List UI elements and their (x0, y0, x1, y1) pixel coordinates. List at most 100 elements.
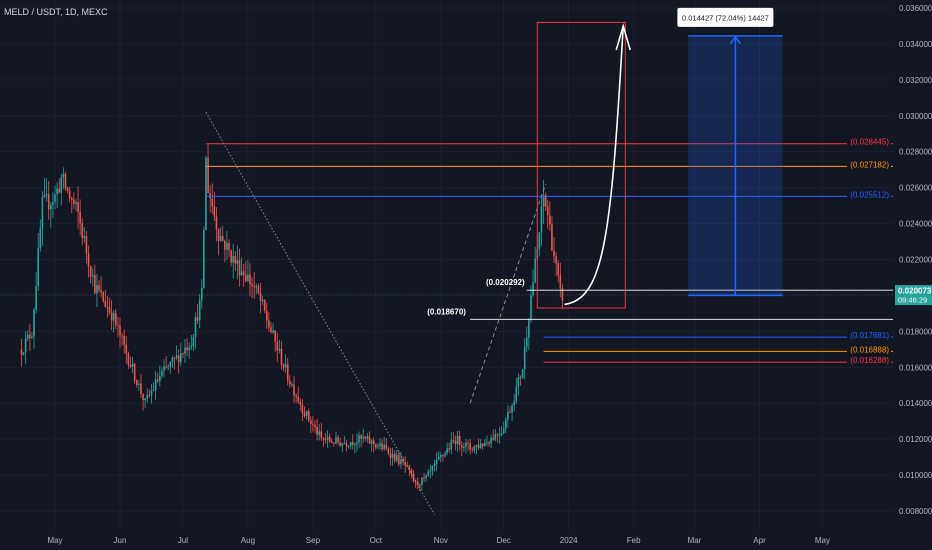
candle-body (305, 410, 308, 416)
candle-body (429, 470, 432, 472)
candle-body (29, 334, 31, 339)
candle-body (341, 443, 344, 446)
candle-body (444, 453, 446, 456)
candle-body (330, 441, 333, 443)
candle-body (486, 442, 488, 444)
x-axis[interactable]: May Jun Jul Aug Sep Oct Nov Dec 2024 Feb Mar Apr May (47, 536, 830, 545)
candle-body (553, 250, 555, 257)
candle-body (129, 364, 132, 368)
candle-body (416, 481, 419, 486)
candle-body (324, 439, 327, 441)
candle-body (505, 419, 507, 429)
candle-body (150, 390, 153, 396)
level-label: (0.025512) (850, 190, 889, 199)
level-label: (0.028445) (850, 138, 889, 147)
candle-body (354, 444, 356, 446)
last-price-bg (895, 285, 932, 306)
y-tick-label: 0.016000 (899, 363, 932, 372)
candle-body (268, 320, 270, 328)
candle-body (379, 443, 381, 446)
candle-body (425, 475, 427, 478)
y-axis[interactable]: 0.036000 0.034000 0.032000 0.030000 0.028000… (899, 4, 932, 516)
candle-body (498, 434, 501, 436)
candle-body (347, 445, 350, 447)
grid (0, 0, 893, 530)
projection-arrowhead (615, 23, 631, 51)
candle-body (546, 206, 549, 216)
x-tick-label: May (815, 536, 830, 545)
candle-body (383, 444, 385, 449)
y-tick-label: 0.034000 (899, 40, 932, 49)
candle-body (230, 250, 232, 263)
y-tick-label: 0.022000 (899, 256, 932, 265)
x-tick-label: Jun (114, 536, 127, 545)
candle-body (435, 459, 438, 464)
candle-body (156, 379, 159, 382)
candle-body (39, 228, 42, 249)
y-tick-label: 0.010000 (899, 471, 932, 480)
candle-body (20, 349, 23, 355)
white-level-label: (0.018670) (427, 307, 466, 316)
candle-body (421, 477, 423, 486)
candle-body (427, 471, 430, 476)
candle-body (64, 173, 67, 189)
candle-body (91, 275, 94, 277)
candle-body (431, 465, 434, 471)
candle-body (224, 240, 226, 250)
candle-body (381, 443, 383, 449)
candle-body (190, 346, 193, 348)
candle-body (475, 445, 478, 447)
candle-body (110, 312, 113, 321)
candle-body (393, 453, 396, 461)
candle-body (326, 436, 329, 441)
y-tick-label: 0.012000 (899, 435, 932, 444)
x-tick-label: Aug (241, 536, 255, 545)
drawings[interactable] (0, 21, 893, 515)
candle-body (240, 271, 243, 276)
candle-body (175, 355, 178, 358)
candle-body (519, 377, 522, 379)
candle-body (362, 437, 365, 439)
candle-body (460, 445, 463, 448)
candle-body (133, 363, 136, 381)
candle-body (385, 444, 388, 449)
candle-body (173, 357, 176, 359)
candle-body (494, 434, 497, 440)
candle-body (159, 375, 161, 382)
x-tick-label: Jul (178, 536, 188, 545)
level-label-bg (847, 189, 891, 200)
candle-body (456, 435, 459, 444)
candle-body (165, 366, 167, 368)
candle-body (26, 334, 29, 339)
candle-body (370, 440, 373, 444)
candle-body (117, 325, 119, 327)
candle-body (521, 369, 524, 378)
candle-body (127, 353, 130, 365)
candle-body (177, 355, 180, 363)
candle-body (286, 364, 289, 381)
candle-body (85, 236, 88, 253)
candle-body (335, 437, 337, 444)
y-tick-label: 0.030000 (899, 112, 932, 121)
candle-body (270, 327, 272, 333)
candle-body (60, 177, 63, 193)
candle-body (333, 442, 335, 444)
candle-body (171, 357, 174, 362)
candle-body (73, 199, 75, 204)
candle-body (24, 338, 27, 353)
symbol-title[interactable]: MELD / USDT, 1D, MEXC (4, 7, 108, 17)
dashed-trend-line (469, 183, 547, 404)
candle-body (56, 188, 58, 195)
candle-body (108, 307, 111, 313)
candle-body (282, 364, 285, 368)
candle-body (226, 242, 228, 250)
candle-body (182, 353, 184, 355)
candle-body (96, 285, 98, 294)
candle-body (555, 256, 557, 264)
candle-body (169, 361, 172, 367)
candle-body (234, 256, 237, 264)
candle-body (131, 363, 134, 368)
level-label-bg (847, 136, 891, 147)
